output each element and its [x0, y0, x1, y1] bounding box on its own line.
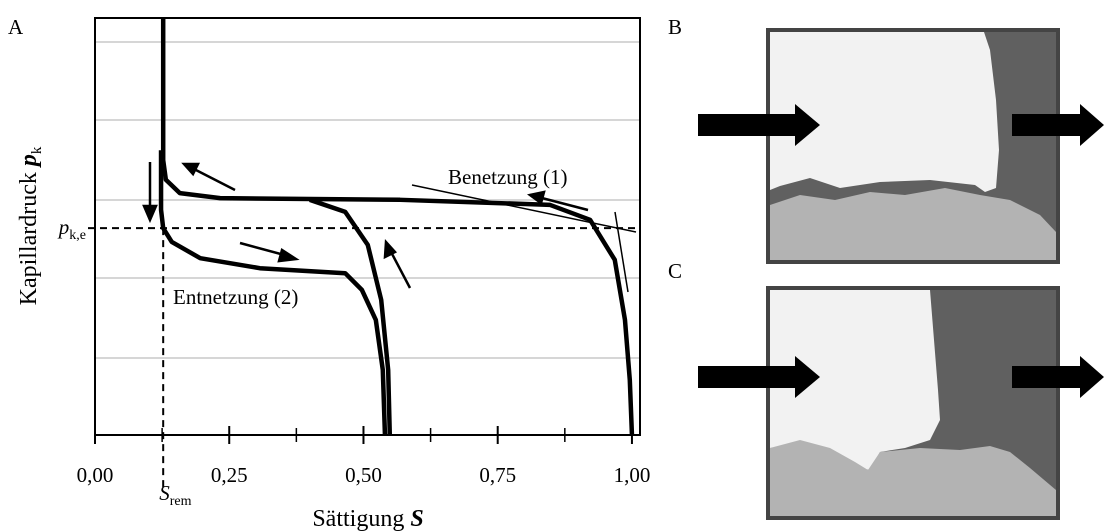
flow-arrow — [1012, 104, 1104, 146]
entry-pressure-label: pk,e — [57, 215, 86, 243]
entry-pressure-symbol: p — [57, 215, 70, 239]
arrows — [142, 162, 637, 293]
tangent-line — [614, 211, 629, 293]
x-tick-label: 0,50 — [345, 463, 382, 487]
residual-saturation-subscript: rem — [170, 494, 192, 509]
residual-saturation-label: Srem — [159, 481, 191, 509]
plot-frame — [94, 17, 641, 436]
x-axis-label: Sättigung S — [312, 506, 423, 532]
arrow-head — [181, 162, 201, 177]
annotation: Benetzung (1) — [448, 165, 568, 189]
panel-frame — [766, 28, 1060, 264]
arrow — [537, 195, 589, 212]
fluid-region — [770, 290, 940, 470]
entry-pressure-subscript: k,e — [69, 228, 86, 243]
x-tick-label: 0,25 — [211, 463, 248, 487]
panel-label: A — [8, 15, 24, 39]
arrow-head — [527, 190, 546, 206]
y-label-symbol: p — [16, 154, 42, 168]
panel-c — [698, 286, 1104, 520]
panel-label: C — [668, 259, 682, 283]
arrow — [388, 249, 412, 289]
residual-saturation-symbol: S — [159, 481, 170, 505]
tangent-line — [411, 184, 637, 233]
fluid-region — [770, 32, 999, 192]
x-label-text: Sättigung — [312, 506, 410, 532]
solid-region — [770, 188, 1056, 260]
flow-arrow — [698, 356, 820, 398]
y-label-subscript: k — [29, 146, 45, 154]
panel-frame — [766, 286, 1060, 520]
curve — [309, 197, 393, 436]
curve — [158, 150, 388, 436]
y-label-text: Kapillardruck — [16, 166, 42, 305]
panel-label: B — [668, 15, 682, 39]
arrow-head — [142, 204, 158, 224]
x-tick-label: 1,00 — [614, 463, 651, 487]
y-axis-label: Kapillardruck pk — [16, 146, 45, 305]
flow-arrow — [698, 104, 820, 146]
curve — [160, 18, 635, 436]
solid-region — [770, 440, 1056, 516]
arrow-head — [383, 238, 398, 260]
panel-b — [698, 28, 1104, 264]
x-label-symbol: S — [410, 506, 423, 532]
flow-arrow — [1012, 356, 1104, 398]
x-tick-label: 0,00 — [77, 463, 114, 487]
arrow-head — [277, 248, 300, 263]
x-tick-label: 0,75 — [479, 463, 516, 487]
annotation: Entnetzung (2) — [173, 285, 298, 309]
arrow — [191, 166, 236, 192]
